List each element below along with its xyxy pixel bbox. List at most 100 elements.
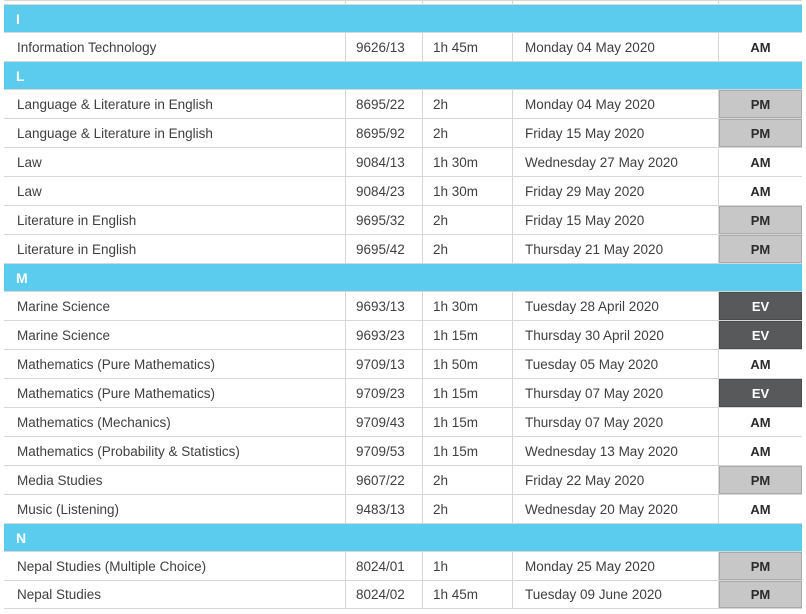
- duration-cell: 2h: [422, 119, 512, 147]
- subject-cell: Information Technology: [17, 39, 157, 55]
- partial-cell: [718, 1, 802, 4]
- subject-cell: Mathematics (Probability & Statistics): [17, 443, 240, 459]
- date-cell: Tuesday 09 June 2020: [512, 581, 718, 608]
- session-cell: AM: [718, 437, 802, 465]
- duration-cell: 2h: [422, 466, 512, 494]
- date-cell: Tuesday 28 April 2020: [512, 292, 718, 320]
- table-row: Mathematics (Mechanics) 9709/43 1h 15m Thur…: [4, 407, 802, 436]
- code-cell: 9695/32: [345, 206, 422, 234]
- date-cell: Friday 29 May 2020: [512, 177, 718, 205]
- session-cell: PM: [718, 90, 802, 118]
- table-row: Law 9084/23 1h 30m Friday 29 May 2020 AM: [4, 176, 802, 205]
- date-cell: Friday 22 May 2020: [512, 466, 718, 494]
- table-row: Music (Listening) 9483/13 2h Wednesday 20 M…: [4, 494, 802, 523]
- date-cell: Thursday 07 May 2020: [512, 408, 718, 436]
- session-cell: EV: [718, 379, 802, 407]
- date-cell: Tuesday 05 May 2020: [512, 350, 718, 378]
- partial-row-top: [4, 0, 802, 4]
- section-letter: I: [16, 10, 21, 27]
- table-row: Mathematics (Pure Mathematics) 9709/23 1h …: [4, 378, 802, 407]
- date-cell: Monday 04 May 2020: [512, 33, 718, 61]
- duration-cell: 1h 30m: [422, 148, 512, 176]
- subject-cell: Language & Literature in English: [17, 125, 213, 141]
- table-row: Nepal Studies (Multiple Choice) 8024/01 1h…: [4, 551, 802, 580]
- duration-cell: 1h 45m: [422, 581, 512, 608]
- subject-cell: Nepal Studies (Multiple Choice): [17, 558, 207, 574]
- partial-cell: [422, 1, 512, 4]
- code-cell: 9693/13: [345, 292, 422, 320]
- code-cell: 9084/13: [345, 148, 422, 176]
- table-row: Mathematics (Pure Mathematics) 9709/13 1h …: [4, 349, 802, 378]
- session-cell: AM: [718, 33, 802, 61]
- code-cell: 9607/22: [345, 466, 422, 494]
- code-cell: 8024/02: [345, 581, 422, 608]
- table-row: Literature in English 9695/32 2h Friday 15 …: [4, 205, 802, 234]
- partial-cell: [345, 1, 422, 4]
- session-cell: PM: [718, 235, 802, 263]
- table-row: Marine Science 9693/13 1h 30m Tuesday 28 Ap…: [4, 291, 802, 320]
- duration-cell: 2h: [422, 206, 512, 234]
- date-cell: Monday 04 May 2020: [512, 90, 718, 118]
- session-cell: AM: [718, 148, 802, 176]
- duration-cell: 1h 15m: [422, 437, 512, 465]
- date-cell: Wednesday 27 May 2020: [512, 148, 718, 176]
- date-cell: Thursday 30 April 2020: [512, 321, 718, 349]
- code-cell: 9709/23: [345, 379, 422, 407]
- partial-cell: [512, 1, 718, 4]
- code-cell: 9709/13: [345, 350, 422, 378]
- subject-cell: Media Studies: [17, 472, 103, 488]
- session-cell: PM: [718, 581, 802, 608]
- table-row: Language & Literature in English 8695/22 2…: [4, 89, 802, 118]
- code-cell: 8695/92: [345, 119, 422, 147]
- duration-cell: 1h 15m: [422, 379, 512, 407]
- rows-container: I Information Technology 9626/13 1h 45m Mond…: [4, 4, 802, 609]
- subject-cell: Marine Science: [17, 298, 111, 314]
- table-row: Mathematics (Probability & Statistics) 97…: [4, 436, 802, 465]
- date-cell: Monday 25 May 2020: [512, 552, 718, 580]
- table-row: Law 9084/13 1h 30m Wednesday 27 May 2020 AM: [4, 147, 802, 176]
- subject-cell: Literature in English: [17, 241, 137, 257]
- section-letter: L: [16, 67, 26, 84]
- code-cell: 9709/43: [345, 408, 422, 436]
- section-header-row: I: [4, 4, 802, 32]
- code-cell: 9084/23: [345, 177, 422, 205]
- session-cell: PM: [718, 206, 802, 234]
- section-header-row: L: [4, 61, 802, 89]
- code-cell: 9483/13: [345, 495, 422, 523]
- code-cell: 9695/42: [345, 235, 422, 263]
- duration-cell: 2h: [422, 235, 512, 263]
- table-row: Media Studies 9607/22 2h Friday 22 May 2020…: [4, 465, 802, 494]
- date-cell: Wednesday 20 May 2020: [512, 495, 718, 523]
- section-header-row: M: [4, 263, 802, 291]
- session-cell: AM: [718, 177, 802, 205]
- table-row: Language & Literature in English 8695/92 2…: [4, 118, 802, 147]
- table-row: Marine Science 9693/23 1h 15m Thursday 30 A…: [4, 320, 802, 349]
- session-cell: AM: [718, 495, 802, 523]
- duration-cell: 1h 30m: [422, 292, 512, 320]
- table-row: Information Technology 9626/13 1h 45m Monda…: [4, 32, 802, 61]
- duration-cell: 1h 45m: [422, 33, 512, 61]
- session-cell: AM: [718, 408, 802, 436]
- section-letter: N: [16, 529, 27, 546]
- code-cell: 8024/01: [345, 552, 422, 580]
- section-header-row: N: [4, 523, 802, 551]
- subject-cell: Law: [17, 154, 42, 170]
- session-cell: EV: [718, 321, 802, 349]
- subject-cell: Literature in English: [17, 212, 137, 228]
- duration-cell: 1h 50m: [422, 350, 512, 378]
- subject-cell: Language & Literature in English: [17, 96, 213, 112]
- code-cell: 8695/22: [345, 90, 422, 118]
- section-letter: M: [16, 269, 29, 286]
- date-cell: Thursday 07 May 2020: [512, 379, 718, 407]
- code-cell: 9626/13: [345, 33, 422, 61]
- exam-timetable-table: I Information Technology 9626/13 1h 45m Mond…: [4, 0, 802, 609]
- code-cell: 9709/53: [345, 437, 422, 465]
- table-row: Literature in English 9695/42 2h Thursday 2…: [4, 234, 802, 263]
- session-cell: AM: [718, 350, 802, 378]
- subject-cell: Mathematics (Mechanics): [17, 414, 171, 430]
- table-row: Nepal Studies 8024/02 1h 45m Tuesday 09 Jun…: [4, 580, 802, 609]
- subject-cell: Nepal Studies: [17, 587, 102, 602]
- partial-cell: [4, 1, 345, 4]
- duration-cell: 2h: [422, 495, 512, 523]
